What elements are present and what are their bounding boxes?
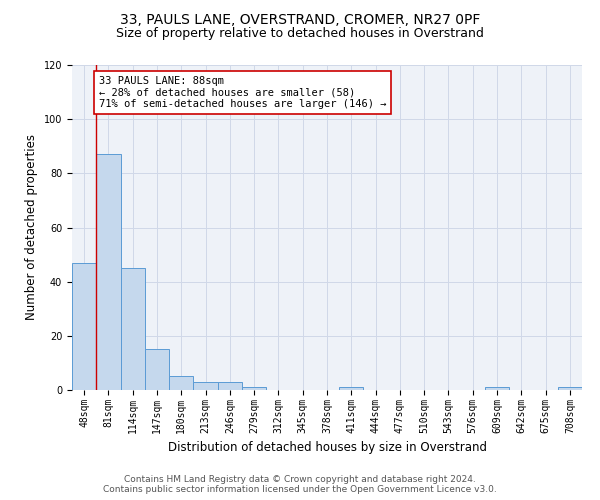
Bar [169, 376, 193, 390]
Y-axis label: Number of detached properties: Number of detached properties [25, 134, 38, 320]
Text: 33, PAULS LANE, OVERSTRAND, CROMER, NR27 0PF: 33, PAULS LANE, OVERSTRAND, CROMER, NR27… [120, 12, 480, 26]
Bar [72, 262, 96, 390]
Bar [96, 154, 121, 390]
Bar [121, 268, 145, 390]
X-axis label: Distribution of detached houses by size in Overstrand: Distribution of detached houses by size … [167, 441, 487, 454]
Text: Contains HM Land Registry data © Crown copyright and database right 2024.
Contai: Contains HM Land Registry data © Crown c… [103, 474, 497, 494]
Bar [242, 388, 266, 390]
Bar [193, 382, 218, 390]
Bar [145, 350, 169, 390]
Text: Size of property relative to detached houses in Overstrand: Size of property relative to detached ho… [116, 28, 484, 40]
Bar [558, 388, 582, 390]
Bar [218, 382, 242, 390]
Bar [339, 388, 364, 390]
Bar [485, 388, 509, 390]
Text: 33 PAULS LANE: 88sqm
← 28% of detached houses are smaller (58)
71% of semi-detac: 33 PAULS LANE: 88sqm ← 28% of detached h… [99, 76, 386, 109]
